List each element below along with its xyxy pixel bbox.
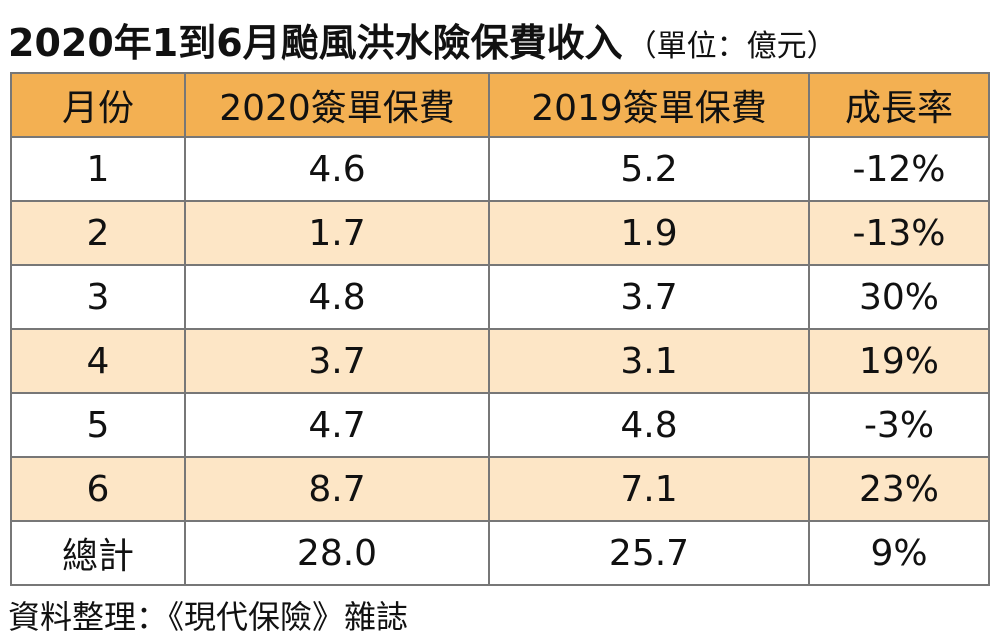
total-row: 總計 28.0 25.7 9% [10,520,990,586]
cell-2019: 5.2 [488,136,810,202]
cell-2020: 4.6 [184,136,490,202]
table-row: 5 4.7 4.8 -3% [10,392,990,458]
cell-growth: -13% [808,200,990,266]
cell-month: 4 [10,328,186,394]
cell-growth: -12% [808,136,990,202]
header-row: 月份 2020簽單保費 2019簽單保費 成長率 [10,72,990,138]
cell-2019: 4.8 [488,392,810,458]
chart-title: 2020年1到6月颱風洪水險保費收入 （單位：億元） [8,12,837,65]
table-row: 1 4.6 5.2 -12% [10,136,990,202]
cell-2020: 4.8 [184,264,490,330]
header-growth: 成長率 [808,72,990,138]
cell-growth: 23% [808,456,990,522]
header-2019: 2019簽單保費 [488,72,810,138]
premium-table: 月份 2020簽單保費 2019簽單保費 成長率 1 4.6 5.2 -12% … [10,72,990,586]
cell-growth: 30% [808,264,990,330]
cell-2019: 3.1 [488,328,810,394]
cell-month: 3 [10,264,186,330]
cell-month: 5 [10,392,186,458]
cell-month: 6 [10,456,186,522]
cell-2020: 8.7 [184,456,490,522]
title-unit: （單位：億元） [626,29,837,64]
header-month: 月份 [10,72,186,138]
cell-2019: 3.7 [488,264,810,330]
cell-growth: -3% [808,392,990,458]
header-2020: 2020簽單保費 [184,72,490,138]
cell-growth: 19% [808,328,990,394]
cell-2019: 7.1 [488,456,810,522]
total-2020: 28.0 [184,520,490,586]
table-row: 4 3.7 3.1 19% [10,328,990,394]
total-label: 總計 [10,520,186,586]
cell-2020: 1.7 [184,200,490,266]
title-main: 2020年1到6月颱風洪水險保費收入 [8,21,623,65]
cell-2020: 4.7 [184,392,490,458]
table-row: 2 1.7 1.9 -13% [10,200,990,266]
table-row: 6 8.7 7.1 23% [10,456,990,522]
cell-2019: 1.9 [488,200,810,266]
cell-month: 2 [10,200,186,266]
table-row: 3 4.8 3.7 30% [10,264,990,330]
cell-month: 1 [10,136,186,202]
source-note: 資料整理：《現代保險》雜誌 [8,598,409,636]
cell-2020: 3.7 [184,328,490,394]
total-growth: 9% [808,520,990,586]
total-2019: 25.7 [488,520,810,586]
